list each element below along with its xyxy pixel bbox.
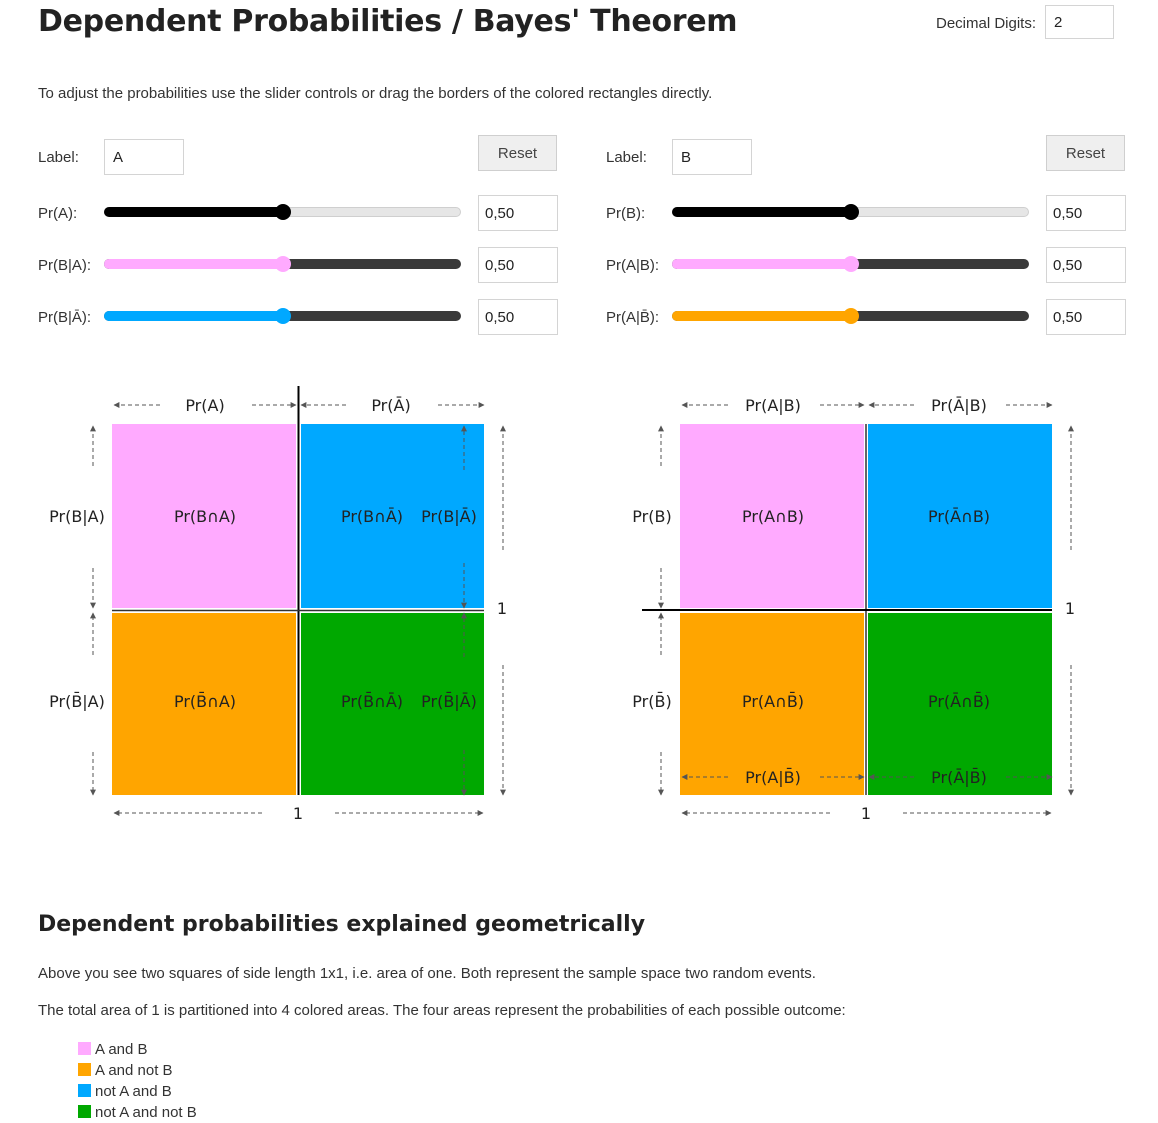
decimal-digits-label: Decimal Digits: (936, 15, 1037, 32)
cell-tr-label: Pr(B∩Ā) (341, 507, 403, 526)
legend-swatch (78, 1105, 91, 1118)
pr-b-slider[interactable] (672, 202, 1029, 222)
slider-fill (104, 259, 283, 269)
right-label-input[interactable] (672, 139, 752, 175)
cell-br-label: Pr(Ā∩B̄) (928, 692, 990, 711)
legend-item: A and not B (78, 1060, 197, 1081)
pr-b-given-a-value-input[interactable] (478, 247, 558, 283)
explanation-paragraph-1: Above you see two squares of side length… (38, 965, 816, 982)
label-pr-a: Pr(A) (185, 396, 224, 415)
left-probability-square[interactable]: Pr(A) Pr(Ā) Pr(B|A) Pr(B̄|A) Pr(B∩A) Pr(… (0, 360, 579, 830)
pr-a-given-b-slider[interactable] (672, 254, 1029, 274)
left-slider-1-caption: Pr(B|A): (38, 257, 92, 274)
label-pr-not-a: Pr(Ā) (371, 396, 410, 415)
cell-not-b-and-a[interactable] (112, 613, 296, 795)
slider-thumb[interactable] (842, 308, 859, 324)
cell-not-a-and-not-b[interactable] (868, 613, 1052, 795)
right-one-label: 1 (1065, 599, 1075, 618)
slider-fill (104, 207, 283, 217)
label-pr-a-given-not-b: Pr(A|B̄) (745, 768, 801, 787)
left-slider-2-caption: Pr(B|Ā): (38, 309, 92, 326)
legend-swatch (78, 1063, 91, 1076)
cell-a-and-b[interactable] (680, 424, 864, 608)
left-label-caption: Label: (38, 149, 79, 166)
left-reset-button[interactable]: Reset (478, 135, 557, 171)
cell-b-and-not-a[interactable] (301, 424, 484, 608)
legend-item: not A and B (78, 1081, 197, 1102)
cell-bl-label: Pr(B̄∩A) (174, 692, 236, 711)
explanation-paragraph-2: The total area of 1 is partitioned into … (38, 1002, 846, 1019)
pr-b-given-not-a-value-input[interactable] (478, 299, 558, 335)
left-label-input[interactable] (104, 139, 184, 175)
cell-tl-label: Pr(B∩A) (174, 507, 236, 526)
right-slider-0-caption: Pr(B): (606, 205, 646, 222)
outcome-legend: A and B A and not B not A and B not A an… (78, 1039, 197, 1123)
legend-label: not A and not B (95, 1104, 197, 1121)
slider-thumb[interactable] (274, 204, 291, 220)
slider-thumb[interactable] (842, 204, 859, 220)
cell-tl-label: Pr(A∩B) (742, 507, 804, 526)
cell-a-and-not-b[interactable] (680, 613, 864, 795)
slider-thumb[interactable] (842, 256, 859, 272)
right-reset-button[interactable]: Reset (1046, 135, 1125, 171)
label-pr-not-a-given-b: Pr(Ā|B) (931, 396, 987, 415)
cell-not-b-and-not-a[interactable] (301, 613, 484, 795)
intro-text: To adjust the probabilities use the slid… (38, 85, 713, 102)
slider-thumb[interactable] (274, 308, 291, 324)
legend-item: not A and not B (78, 1102, 197, 1123)
cell-tr-side-label: Pr(B|Ā) (421, 507, 477, 526)
label-pr-not-b-given-a: Pr(B̄|A) (49, 692, 105, 711)
bottom-one-label: 1 (861, 804, 871, 823)
pr-b-given-not-a-slider[interactable] (104, 306, 461, 326)
right-slider-1-caption: Pr(A|B): (606, 257, 660, 274)
cell-br-side-label: Pr(B̄|Ā) (421, 692, 477, 711)
pr-b-value-input[interactable] (1046, 195, 1126, 231)
cell-not-a-and-b[interactable] (868, 424, 1052, 608)
right-one-label: 1 (497, 599, 507, 618)
page-title: Dependent Probabilities / Bayes' Theorem (38, 4, 738, 39)
cell-bl-label: Pr(A∩B̄) (742, 692, 804, 711)
legend-label: A and B (95, 1041, 148, 1058)
bottom-one-label: 1 (293, 804, 303, 823)
slider-fill (672, 311, 851, 321)
pr-a-value-input[interactable] (478, 195, 558, 231)
pr-a-given-not-b-slider[interactable] (672, 306, 1029, 326)
cell-tr-label: Pr(Ā∩B) (928, 507, 990, 526)
cell-b-and-a[interactable] (112, 424, 296, 608)
pr-b-given-a-slider[interactable] (104, 254, 461, 274)
right-slider-2-caption: Pr(A|B̄): (606, 309, 660, 326)
slider-thumb[interactable] (274, 256, 291, 272)
label-pr-a-given-b: Pr(A|B) (745, 396, 801, 415)
right-label-caption: Label: (606, 149, 647, 166)
decimal-digits-input[interactable] (1045, 5, 1114, 39)
label-pr-b-given-a: Pr(B|A) (49, 507, 105, 526)
label-pr-b: Pr(B) (632, 507, 671, 526)
right-probability-square[interactable]: Pr(A|B) Pr(Ā|B) Pr(B) Pr(B̄) Pr(A∩B) Pr(… (580, 360, 1158, 830)
legend-swatch (78, 1042, 91, 1055)
label-pr-not-a-given-not-b: Pr(Ā|B̄) (931, 768, 987, 787)
slider-fill (672, 259, 851, 269)
legend-swatch (78, 1084, 91, 1097)
pr-a-slider[interactable] (104, 202, 461, 222)
pr-a-given-not-b-value-input[interactable] (1046, 299, 1126, 335)
pr-a-given-b-value-input[interactable] (1046, 247, 1126, 283)
left-slider-0-caption: Pr(A): (38, 205, 78, 222)
legend-item: A and B (78, 1039, 197, 1060)
slider-fill (672, 207, 851, 217)
label-pr-not-b: Pr(B̄) (632, 692, 671, 711)
cell-br-label: Pr(B̄∩Ā) (341, 692, 403, 711)
legend-label: A and not B (95, 1062, 173, 1079)
legend-label: not A and B (95, 1083, 172, 1100)
slider-fill (104, 311, 283, 321)
section-heading: Dependent probabilities explained geomet… (38, 912, 646, 937)
